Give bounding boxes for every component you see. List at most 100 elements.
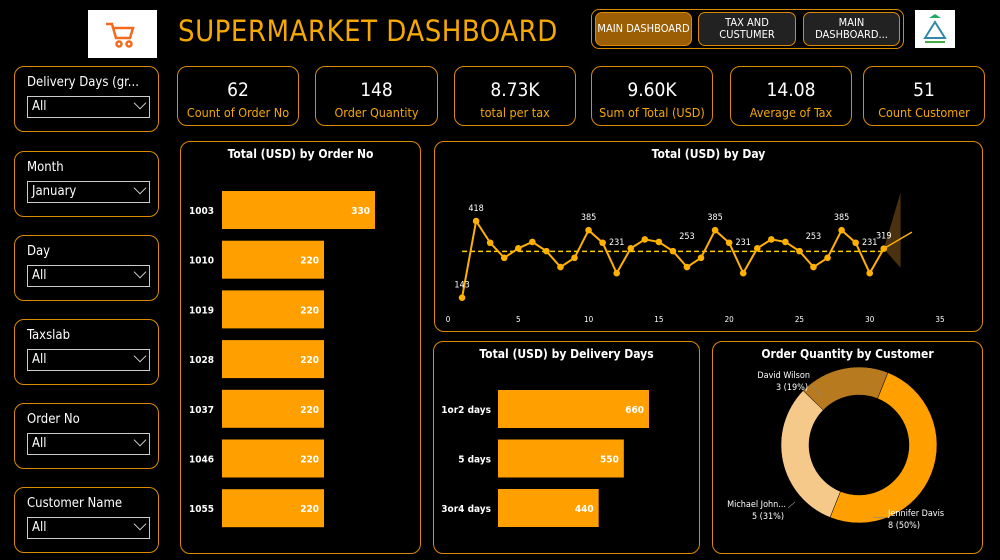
kpi-value: 62 bbox=[227, 79, 249, 101]
x-tick: 5 bbox=[516, 315, 521, 324]
axis-label: 1010 bbox=[189, 256, 214, 267]
chevron-down-icon bbox=[133, 181, 147, 195]
axis-label: 1037 bbox=[189, 405, 214, 416]
slicer-label: Day bbox=[27, 244, 51, 259]
slicer-label: Order No bbox=[27, 412, 80, 427]
data-label: 220 bbox=[300, 455, 319, 466]
slicer-dropdown[interactable]: All bbox=[27, 433, 150, 455]
x-tick: 10 bbox=[584, 315, 594, 324]
kpi-caption: Count of Order No bbox=[186, 105, 290, 120]
slicer-dropdown[interactable]: All bbox=[27, 517, 150, 539]
data-point bbox=[613, 269, 620, 277]
kpi-card: 9.60K Sum of Total (USD) bbox=[591, 66, 713, 126]
data-label: 253 bbox=[679, 232, 694, 242]
kpi-value: 148 bbox=[360, 79, 393, 101]
slicer-value: All bbox=[32, 352, 47, 367]
data-label: 385 bbox=[581, 213, 596, 223]
data-point bbox=[824, 254, 831, 262]
cart-logo bbox=[88, 10, 157, 58]
data-label: 220 bbox=[300, 504, 319, 515]
data-label: 220 bbox=[300, 355, 319, 366]
slice-label: 8 (50%) bbox=[888, 521, 920, 531]
axis-label: 1003 bbox=[189, 206, 214, 217]
nav-main-dashboard[interactable]: MAIN DASHBOARD bbox=[595, 12, 692, 46]
slicer-dropdown[interactable]: January bbox=[27, 181, 150, 203]
slicer-value: All bbox=[32, 436, 47, 451]
cart-icon bbox=[106, 22, 135, 48]
data-point bbox=[543, 247, 550, 255]
chevron-down-icon bbox=[133, 517, 147, 531]
kpi-value: 14.08 bbox=[766, 79, 816, 101]
bar bbox=[498, 489, 599, 527]
slice-name: Jennifer Davis bbox=[887, 509, 944, 519]
slicer-value: All bbox=[32, 520, 47, 535]
donut-slice bbox=[780, 390, 841, 518]
kpi-card: 14.08 Average of Tax bbox=[730, 66, 852, 126]
data-label: 660 bbox=[625, 405, 644, 416]
bar bbox=[222, 290, 324, 329]
kpi-card: 148 Order Quantity bbox=[315, 66, 438, 126]
data-point bbox=[500, 254, 508, 262]
data-point bbox=[697, 254, 705, 262]
x-tick: 35 bbox=[935, 315, 944, 324]
data-point bbox=[796, 247, 803, 255]
nav-group bbox=[591, 9, 904, 49]
nav-tax-customer[interactable]: TAX AND CUSTUMER bbox=[698, 12, 796, 46]
data-point bbox=[571, 254, 578, 262]
kpi-card: 51 Count Customer bbox=[863, 66, 985, 126]
donut-slice bbox=[802, 366, 889, 411]
kpi-caption: Average of Tax bbox=[749, 105, 833, 120]
data-point bbox=[852, 239, 859, 247]
slicer-taxslab: Taxslab All bbox=[14, 319, 159, 385]
slicer-label: Delivery Days (gr... bbox=[27, 75, 139, 90]
slicer-value: January bbox=[32, 184, 77, 199]
axis-label: 1055 bbox=[189, 504, 214, 515]
slicer-dropdown[interactable]: All bbox=[27, 265, 150, 287]
slicer-value: All bbox=[32, 99, 47, 114]
kpi-caption: Order Quantity bbox=[334, 105, 419, 120]
data-point bbox=[627, 245, 635, 252]
chevron-down-icon bbox=[133, 349, 147, 363]
slice-label: 5 (31%) bbox=[752, 512, 784, 522]
slicer-label: Customer Name bbox=[27, 496, 123, 511]
axis-label: 1046 bbox=[189, 455, 214, 466]
bar bbox=[498, 390, 649, 428]
data-label: 440 bbox=[575, 504, 594, 515]
kpi-caption: total per tax bbox=[480, 105, 550, 120]
data-point bbox=[557, 263, 564, 271]
day-chart: Total (USD) by Day 0 5 10 15 20 25 30 35 143 418 3… bbox=[434, 141, 983, 332]
data-label: 385 bbox=[707, 213, 722, 223]
slicer-dropdown[interactable]: All bbox=[27, 349, 150, 371]
emblem-icon bbox=[923, 14, 947, 43]
chevron-down-icon bbox=[133, 96, 147, 110]
data-label: 231 bbox=[609, 238, 624, 248]
slicer-day: Day All bbox=[14, 235, 159, 301]
data-point bbox=[866, 269, 874, 277]
bar bbox=[222, 489, 324, 528]
data-point bbox=[782, 238, 789, 246]
data-point bbox=[880, 245, 888, 252]
slice-name: Michael John... bbox=[727, 500, 786, 510]
data-label: 143 bbox=[454, 281, 469, 291]
nav-main-dashboard-2[interactable]: MAIN DASHBOARD... bbox=[803, 12, 900, 46]
x-tick: 25 bbox=[795, 315, 804, 324]
data-label: 418 bbox=[468, 204, 483, 214]
data-label: 319 bbox=[876, 232, 891, 242]
slicer-dropdown[interactable]: All bbox=[27, 96, 150, 118]
slicer-delivery-days-gr: Delivery Days (gr... All bbox=[14, 66, 159, 132]
kpi-card: 8.73K total per tax bbox=[454, 66, 576, 126]
data-label: 231 bbox=[735, 238, 750, 248]
chart-title: Total (USD) by Order No bbox=[227, 147, 374, 161]
chart-title: Total (USD) by Day bbox=[651, 147, 766, 161]
chart-title: Order Quantity by Customer bbox=[761, 347, 934, 361]
axis-label: 1or2 days bbox=[441, 405, 491, 416]
x-tick: 20 bbox=[725, 315, 735, 324]
slicer-value: All bbox=[32, 268, 47, 283]
forecast-band bbox=[883, 192, 901, 268]
data-point bbox=[655, 238, 663, 246]
kpi-caption: Count Customer bbox=[878, 105, 970, 120]
bar bbox=[222, 340, 324, 379]
slicer-label: Month bbox=[27, 160, 64, 175]
data-point bbox=[739, 269, 747, 277]
leader-line bbox=[810, 384, 822, 396]
